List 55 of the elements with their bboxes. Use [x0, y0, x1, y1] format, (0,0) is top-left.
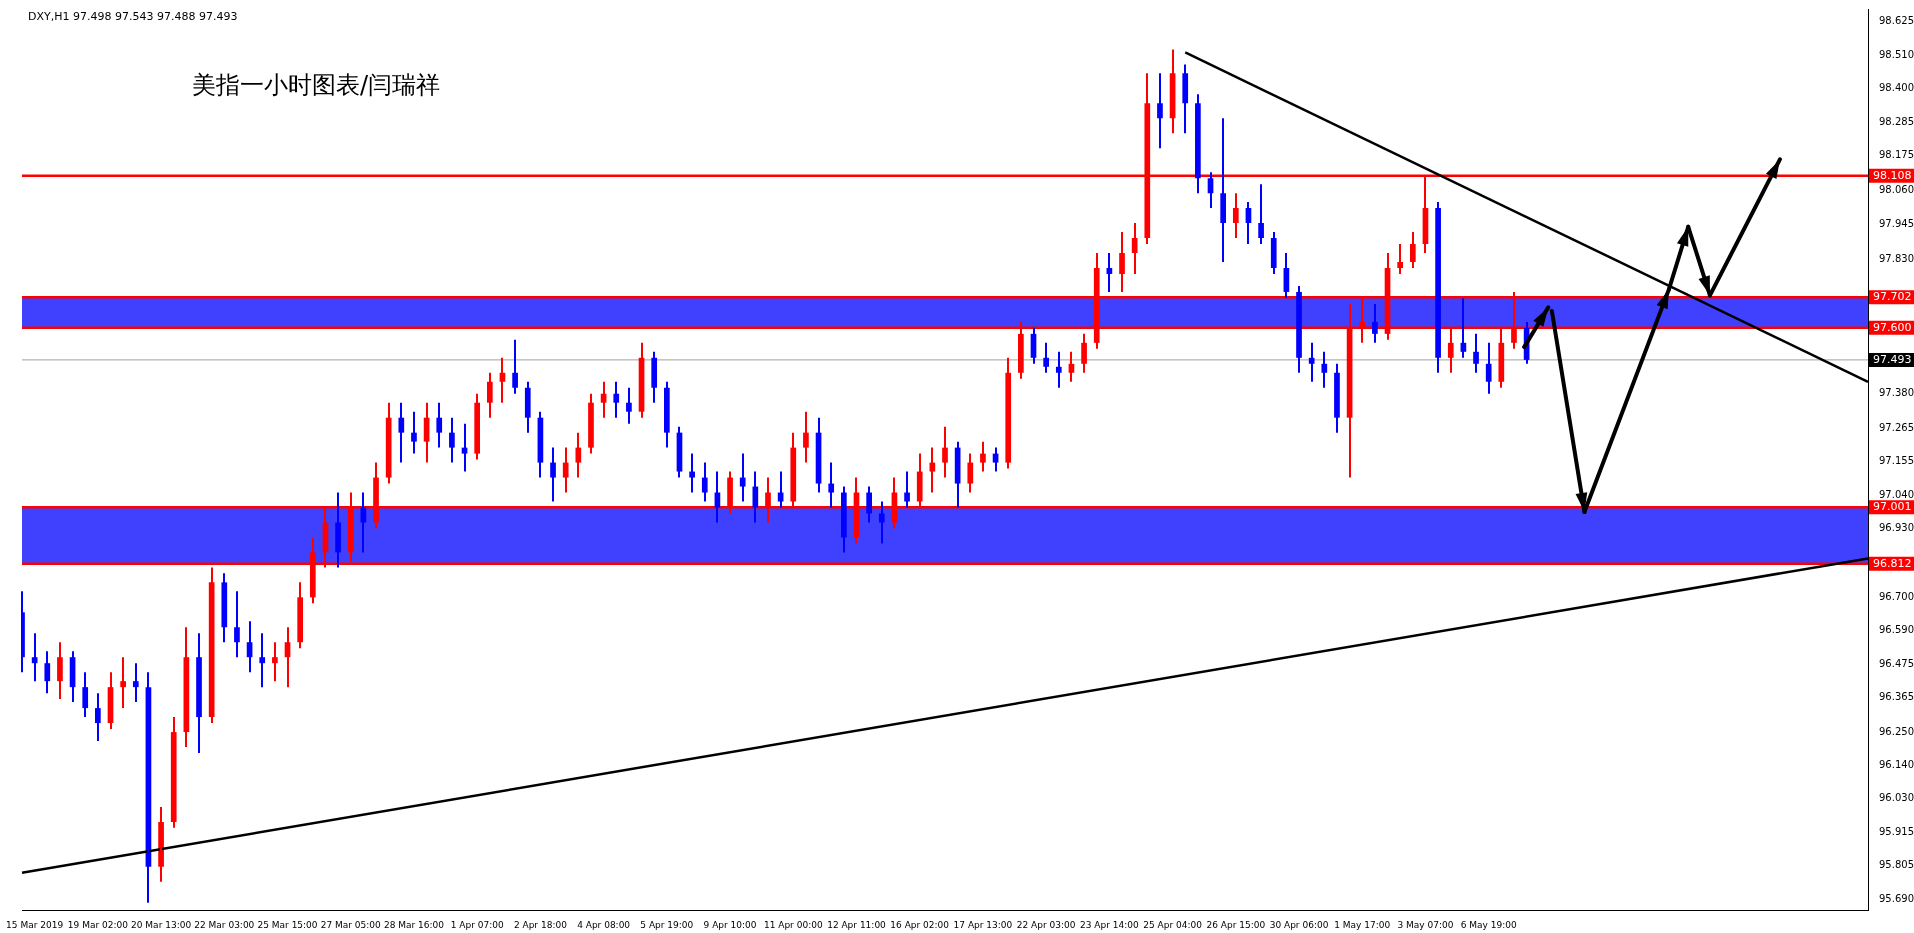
y-tick-label: 97.265	[1879, 421, 1914, 433]
y-tick-label: 97.155	[1879, 454, 1914, 466]
y-tick-label: 98.060	[1879, 183, 1914, 195]
x-tick-label: 15 Mar 2019	[6, 919, 64, 930]
x-tick-label: 4 Apr 08:00	[577, 919, 631, 930]
ref-line-label: 97.600	[1873, 320, 1912, 334]
ref-line-label: 96.812	[1873, 556, 1912, 570]
x-tick-label: 9 Apr 10:00	[703, 919, 757, 930]
ref-line-label: 97.493	[1873, 352, 1912, 366]
y-tick-label: 95.915	[1879, 825, 1914, 837]
y-tick-label: 97.945	[1879, 218, 1914, 230]
x-tick-label: 19 Mar 02:00	[67, 919, 129, 930]
y-tick-label: 97.040	[1879, 489, 1914, 501]
y-tick-label: 98.625	[1879, 14, 1914, 26]
y-tick-label: 96.700	[1879, 590, 1914, 602]
x-tick-label: 20 Mar 13:00	[131, 919, 192, 930]
x-tick-label: 26 Apr 15:00	[1206, 919, 1266, 930]
x-tick-label: 11 Apr 00:00	[763, 919, 823, 930]
x-tick-label: 27 Mar 05:00	[320, 919, 382, 930]
x-tick-label: 22 Apr 03:00	[1016, 919, 1076, 930]
x-tick-label: 28 Mar 16:00	[383, 919, 445, 930]
ref-line-label: 97.001	[1873, 500, 1912, 514]
ref-line-label: 97.702	[1873, 290, 1912, 304]
y-tick-label: 96.930	[1879, 522, 1914, 534]
x-tick-label: 3 May 07:00	[1397, 919, 1454, 930]
y-tick-label: 96.030	[1879, 791, 1914, 803]
y-tick-label: 96.140	[1879, 758, 1914, 770]
y-tick-label: 98.510	[1879, 49, 1914, 60]
y-tick-label: 96.475	[1879, 658, 1914, 670]
text: 美指一小时图表/闫瑞祥	[192, 71, 441, 100]
x-tick-label: 12 Apr 11:00	[827, 919, 887, 930]
y-tick-label: 96.590	[1879, 623, 1914, 635]
ref-line-label: 98.108	[1873, 168, 1912, 182]
x-tick-label: 17 Apr 13:00	[953, 919, 1013, 930]
x-tick-label: 1 May 17:00	[1334, 919, 1391, 930]
y-tick-label: 98.285	[1879, 116, 1914, 128]
x-tick-label: 1 Apr 07:00	[450, 919, 504, 930]
y-tick-label: 97.380	[1879, 387, 1914, 399]
y-tick-label: 95.690	[1879, 893, 1914, 905]
x-tick-label: 22 Mar 03:00	[194, 919, 255, 930]
y-tick-label: 98.175	[1879, 149, 1914, 161]
x-tick-label: 16 Apr 02:00	[890, 919, 950, 930]
y-tick-label: 95.805	[1879, 858, 1914, 870]
x-tick-label: 2 Apr 18:00	[513, 919, 568, 930]
x-tick-label: 5 Apr 19:00	[640, 919, 694, 930]
y-tick-label: 96.365	[1879, 691, 1914, 703]
annotation: DXY,H1 97.498 97.543 97.488 97.493	[28, 9, 238, 23]
y-tick-label: 97.830	[1879, 252, 1914, 264]
x-tick-label: 25 Mar 15:00	[257, 919, 318, 930]
x-tick-label: 25 Apr 04:00	[1143, 919, 1203, 930]
y-tick-label: 98.400	[1879, 81, 1914, 93]
x-tick-label: 23 Apr 14:00	[1080, 919, 1139, 930]
y-tick-label: 96.250	[1879, 725, 1914, 737]
x-tick-label: 6 May 19:00	[1460, 919, 1517, 930]
x-tick-label: 30 Apr 06:00	[1269, 919, 1329, 930]
